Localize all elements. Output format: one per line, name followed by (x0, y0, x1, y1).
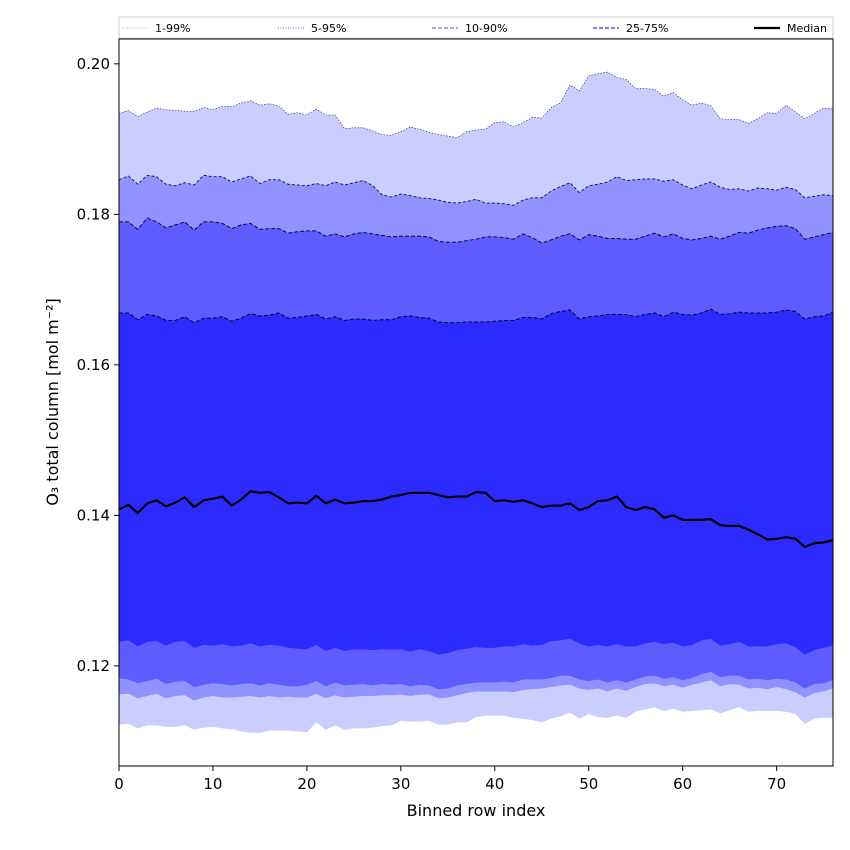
legend-label: Median (787, 22, 827, 35)
edge-core-upper (119, 308, 833, 324)
y-tick-label: 0.16 (77, 356, 110, 374)
y-tick-label: 0.14 (77, 506, 110, 524)
median-layer (119, 490, 833, 549)
x-axis-label: Binned row index (407, 801, 546, 820)
edge-25-75-upper (119, 217, 833, 244)
x-tick-label: 10 (203, 775, 222, 793)
legend-label: 25-75% (626, 22, 668, 35)
x-tick-label: 40 (485, 775, 504, 793)
x-tick-label: 70 (767, 775, 786, 793)
plot-frame (118, 38, 834, 767)
y-axis-ticks: 0.12 0.14 0.16 0.18 0.20 (77, 55, 119, 675)
y-tick-label: 0.12 (77, 657, 110, 675)
legend-box (118, 16, 834, 39)
x-tick-label: 60 (673, 775, 692, 793)
x-tick-label: 0 (114, 775, 124, 793)
y-tick-label: 0.20 (77, 55, 110, 73)
band-core (119, 309, 833, 655)
legend-label: 5-95% (311, 22, 346, 35)
median-line (119, 490, 833, 549)
edge-5-95-upper (119, 71, 833, 138)
y-axis-label: O₃ total column [mol m⁻²] (43, 298, 62, 506)
percentile-bands (119, 71, 833, 733)
edge-10-90-upper (119, 174, 833, 206)
legend: 1-99% 5-95% 10-90% 25-75% Median (118, 16, 834, 39)
legend-label: 10-90% (465, 22, 507, 35)
x-tick-label: 20 (297, 775, 316, 793)
x-tick-label: 30 (391, 775, 410, 793)
y-tick-label: 0.18 (77, 205, 110, 223)
x-tick-label: 50 (579, 775, 598, 793)
legend-label: 1-99% (155, 22, 190, 35)
x-axis-ticks: 0 10 20 30 40 50 60 70 (114, 766, 786, 793)
